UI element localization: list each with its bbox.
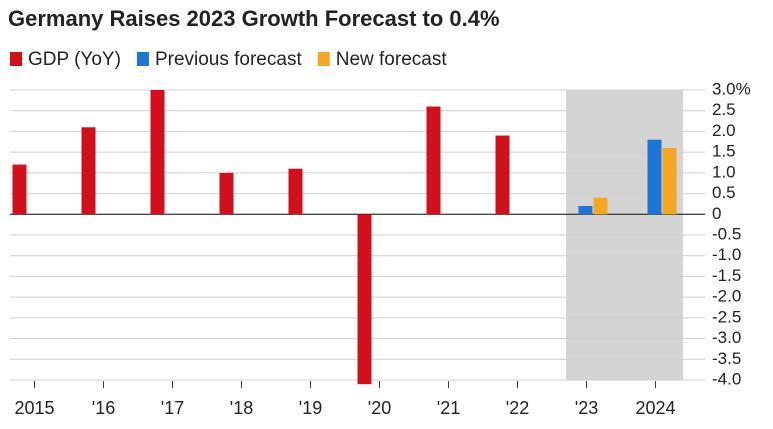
- x-tick-label: 2015: [14, 398, 54, 418]
- x-tick-label: '22: [506, 398, 529, 418]
- legend-swatch: [10, 52, 22, 66]
- y-tick-label: -2.5: [712, 307, 741, 326]
- bar: [578, 206, 593, 215]
- y-tick-label: -1.5: [712, 266, 741, 285]
- x-tick-label: 2024: [635, 398, 675, 418]
- y-tick-label: 1.0: [712, 162, 736, 181]
- bar: [12, 164, 27, 215]
- x-tick-label: '21: [437, 398, 460, 418]
- x-tick-label: '23: [575, 398, 598, 418]
- bar: [150, 90, 165, 215]
- y-tick-label: 2.0: [712, 121, 736, 140]
- legend-swatch: [317, 52, 330, 66]
- bar: [662, 148, 677, 215]
- y-tick-label: -0.5: [712, 224, 741, 243]
- y-tick-label: 0: [712, 204, 721, 223]
- legend-label: Previous forecast: [155, 49, 303, 70]
- bar: [593, 197, 608, 215]
- y-tick-label: -1.0: [712, 245, 741, 264]
- y-tick-label: 0.5: [712, 183, 736, 202]
- x-tick-label: '20: [368, 398, 391, 418]
- y-tick-label: -4.0: [712, 369, 741, 388]
- x-tick-label: '19: [299, 398, 322, 418]
- bar: [357, 214, 372, 385]
- x-tick-label: '16: [92, 398, 115, 418]
- legend-swatch: [136, 52, 149, 66]
- y-tick-label: -3.0: [712, 328, 741, 347]
- bar: [288, 168, 303, 215]
- bar: [426, 106, 441, 215]
- legend-label: New forecast: [336, 49, 448, 70]
- y-tick-label: 1.5: [712, 142, 736, 161]
- bar: [219, 172, 234, 215]
- chart-title: Germany Raises 2023 Growth Forecast to 0…: [8, 6, 500, 31]
- legend-label: GDP (YoY): [28, 49, 121, 70]
- y-tick-label: -3.5: [712, 349, 741, 368]
- y-tick-label: -2.0: [712, 287, 741, 306]
- x-tick-label: '18: [230, 398, 253, 418]
- bar: [81, 127, 96, 215]
- y-tick-label: 3.0%: [712, 79, 751, 98]
- y-tick-label: 2.5: [712, 100, 736, 119]
- bar: [495, 135, 510, 215]
- bar: [647, 139, 662, 215]
- x-tick-label: '17: [161, 398, 184, 418]
